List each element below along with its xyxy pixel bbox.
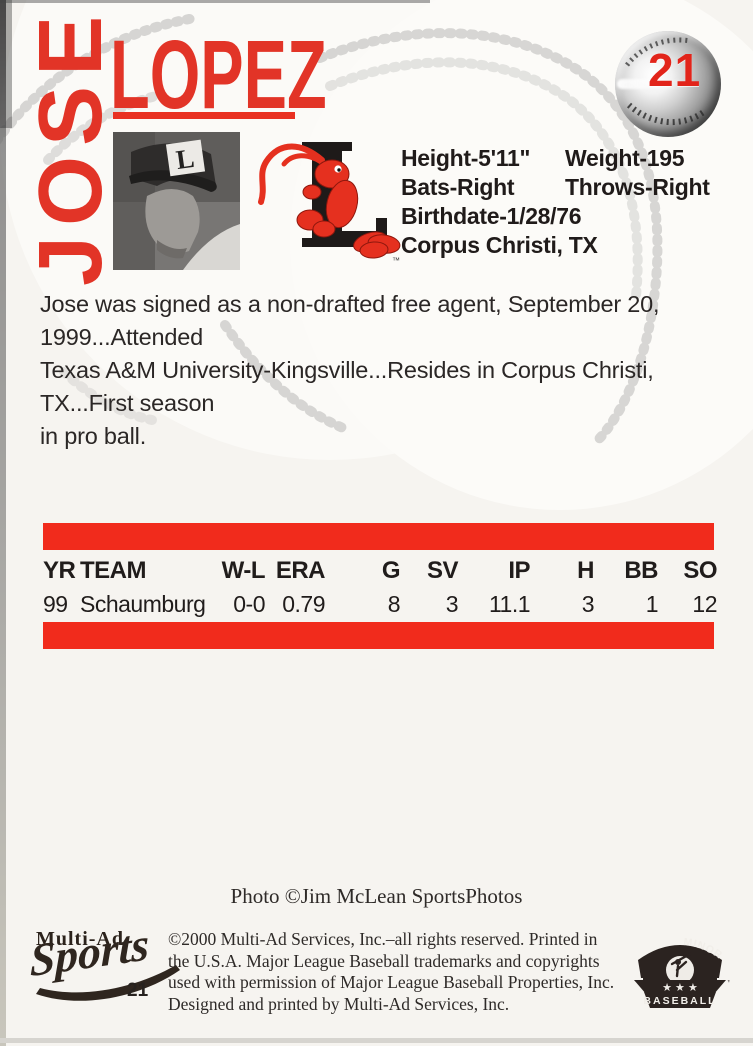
milb-banner-label: BASEBALL [643, 995, 716, 1007]
stats-value-cell: 3 [581, 591, 595, 617]
player-first-name-vertical: JOSE [21, 6, 121, 290]
stats-header-cell: YR [43, 557, 76, 584]
stats-header-cell: W-L [221, 557, 266, 584]
player-last-name: LOPEZ [110, 20, 327, 129]
vital-throws: Throws-Right [565, 174, 710, 200]
copyright-text: ©2000 Multi-Ad Services, Inc.–all rights… [168, 929, 643, 1015]
stats-header-cell: SV [426, 557, 459, 584]
stats-value-cell: 12 [692, 591, 717, 617]
stats-value-cell: 3 [445, 591, 459, 617]
vital-height: Height-5'11" [401, 145, 531, 171]
bio-line: Texas A&M University-Kingsville...Reside… [40, 357, 654, 416]
stats-data-row: 99 Schaumburg 0-0 0.79 8 3 11.1 3 1 12 [43, 589, 718, 619]
jersey-number: 21 [648, 44, 702, 96]
stats-value-cell: 1 [645, 591, 659, 617]
stats-value-cell: 8 [387, 591, 401, 617]
player-photo: L [113, 132, 240, 270]
vital-hometown: Corpus Christi, TX [401, 232, 598, 258]
stats-value-cell: 99 [43, 591, 68, 617]
stats-header-cell: SO [683, 557, 717, 584]
baseball-seams [625, 37, 707, 125]
bio-line: in pro ball. [40, 423, 147, 449]
stats-header-cell: H [577, 557, 594, 584]
card-number: 21 [127, 980, 149, 1001]
cap-letter: L [174, 143, 196, 175]
scan-edge-left-top [0, 0, 12, 128]
mascot-trademark: ™ [392, 256, 400, 265]
stats-value-cell: 0-0 [233, 591, 265, 617]
copyright-line: used with permission of Major League Bas… [168, 972, 615, 992]
stats-header-cell: ERA [275, 557, 326, 584]
milb-trademark: ™ [727, 979, 730, 986]
scan-edge-top [0, 0, 430, 3]
player-bio: Jose was signed as a non-drafted free ag… [40, 288, 735, 453]
jersey-number-baseball: 21 [615, 31, 721, 137]
vital-birthdate: Birthdate-1/28/76 [401, 203, 582, 229]
bio-line: Jose was signed as a non-drafted free ag… [40, 291, 660, 350]
stats-header-cell: G [381, 557, 401, 584]
copyright-line: ©2000 Multi-Ad Services, Inc.–all rights… [168, 929, 598, 949]
stats-value-cell: 0.79 [282, 591, 325, 617]
stats-header-row: YR TEAM W-L ERA G SV IP H BB SO [43, 556, 718, 586]
vital-weight: Weight-195 [565, 145, 685, 171]
milb-logo: ★ ★ ★ MINOR LEAGUE BASEBALL ™ [630, 926, 730, 1008]
sports-swoosh [36, 965, 180, 1001]
stats-value-cell: Schaumburg [80, 591, 206, 617]
stats-red-bar-bottom [43, 622, 714, 649]
multiad-wordmark: Multi-Ad [36, 928, 124, 950]
stats-header-cell: BB [624, 557, 658, 584]
baseball-highlight [617, 79, 689, 89]
stats-red-bar-top [43, 523, 714, 550]
milb-stars: ★ ★ ★ [662, 982, 698, 994]
team-mascot-logo: ™ [258, 142, 401, 265]
stats-header-cell: IP [508, 557, 530, 584]
scan-edge-bottom [0, 1038, 753, 1043]
copyright-line: Designed and printed by Multi-Ad Service… [168, 993, 510, 1014]
stats-value-cell: 11.1 [488, 591, 531, 617]
vital-bats: Bats-Right [401, 174, 515, 200]
player-first-name: JOSE [21, 5, 121, 286]
multiad-sports-logo: Multi-Ad Sports 21 [28, 918, 188, 1012]
photo-credit: Photo ©Jim McLean SportsPhotos [230, 884, 523, 908]
copyright-line: the U.S.A. Major League Baseball tradema… [168, 950, 600, 971]
scan-edge-left [0, 0, 6, 1046]
headline-underline [113, 112, 295, 119]
stats-header-cell: TEAM [80, 557, 147, 584]
